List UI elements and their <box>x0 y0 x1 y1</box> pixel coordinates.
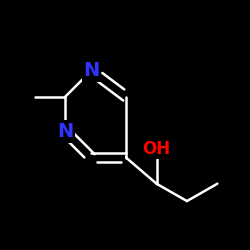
Text: OH: OH <box>142 140 171 158</box>
Text: N: N <box>83 61 100 80</box>
Text: N: N <box>57 122 73 141</box>
